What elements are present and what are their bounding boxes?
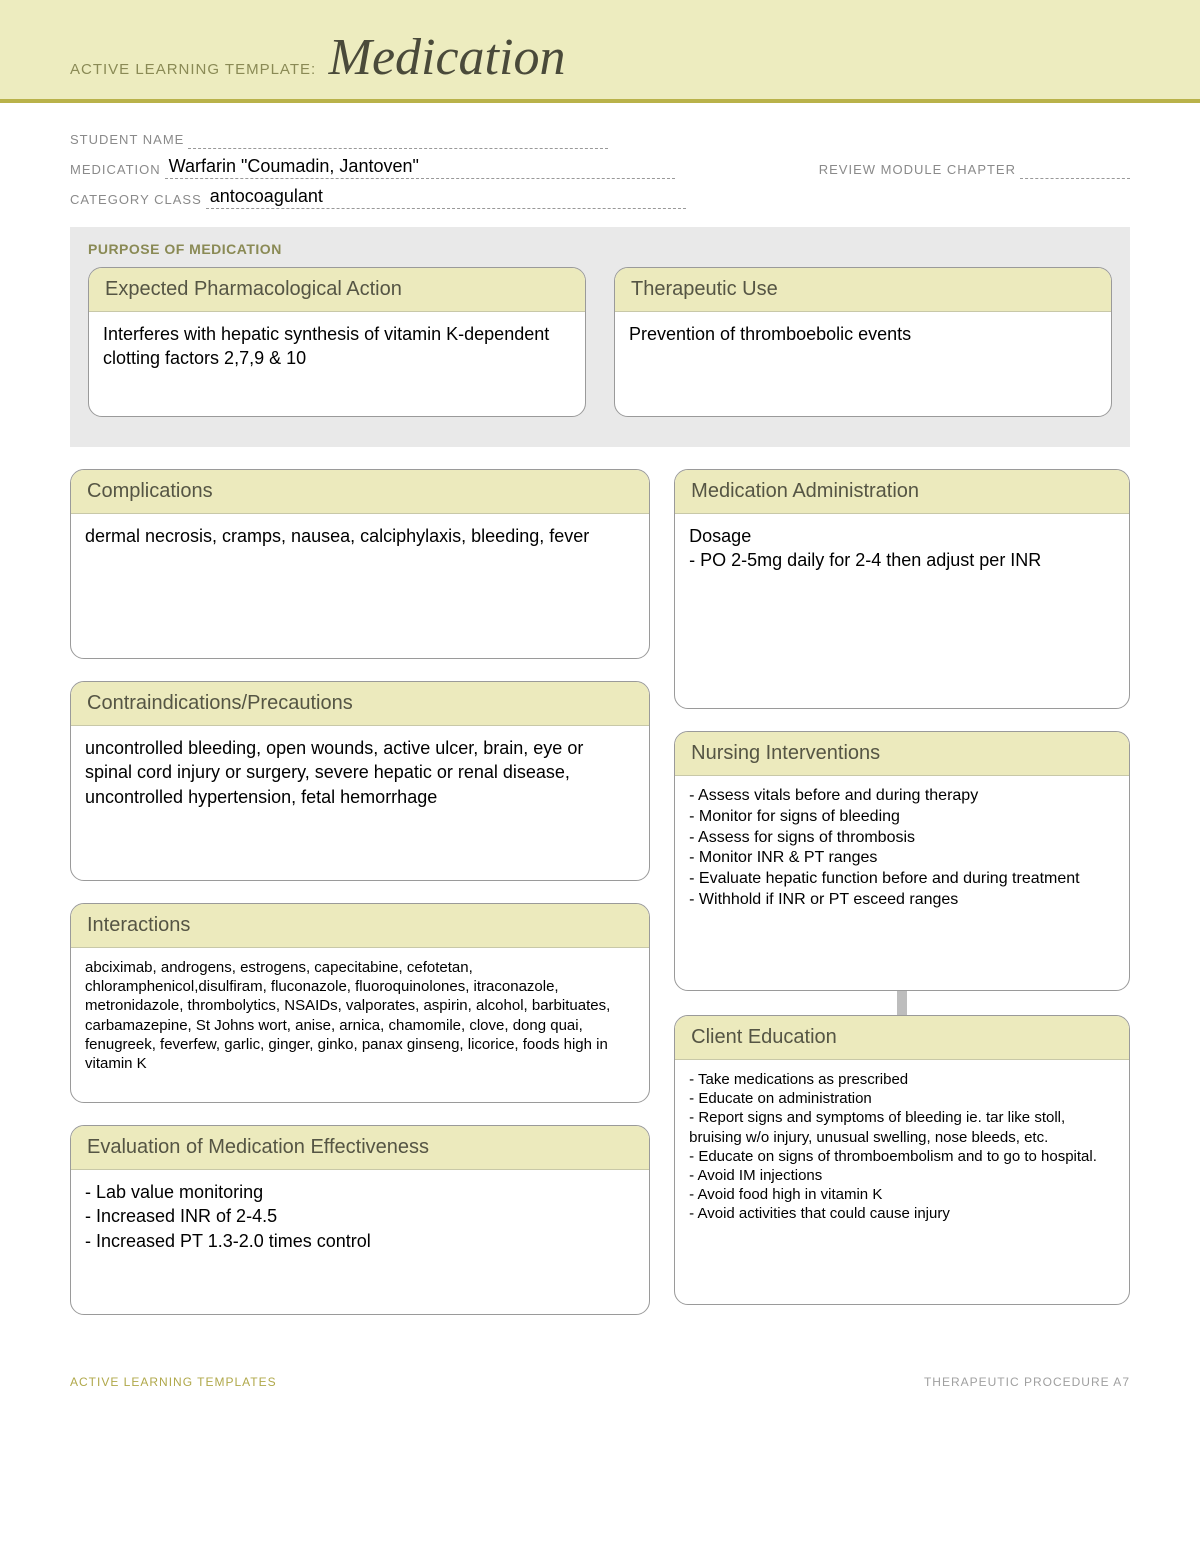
review-label: REVIEW MODULE CHAPTER [819,162,1016,179]
card-interactions-title: Interactions [71,904,649,948]
medication-label: MEDICATION [70,162,161,179]
card-contraindications-title: Contraindications/Precautions [71,682,649,726]
purpose-section: PURPOSE OF MEDICATION Expected Pharmacol… [70,227,1130,447]
card-complications-body: dermal necrosis, cramps, nausea, calciph… [71,514,649,658]
card-administration: Medication Administration Dosage - PO 2-… [674,469,1130,709]
card-education-title: Client Education [675,1016,1129,1060]
card-nursing: Nursing Interventions - Assess vitals be… [674,731,1130,991]
card-administration-title: Medication Administration [675,470,1129,514]
footer-left: ACTIVE LEARNING TEMPLATES [70,1375,277,1389]
card-therapeutic-use-title: Therapeutic Use [615,268,1111,312]
card-nursing-title: Nursing Interventions [675,732,1129,776]
card-education-body: - Take medications as prescribed - Educa… [675,1060,1129,1304]
card-interactions-body: abciximab, androgens, estrogens, capecit… [71,948,649,1102]
card-interactions: Interactions abciximab, androgens, estro… [70,903,650,1103]
footer-right: THERAPEUTIC PROCEDURE A7 [924,1375,1130,1389]
card-evaluation-body: - Lab value monitoring - Increased INR o… [71,1170,649,1314]
category-label: CATEGORY CLASS [70,192,202,209]
content-area: Complications dermal necrosis, cramps, n… [70,469,1130,1315]
card-complications: Complications dermal necrosis, cramps, n… [70,469,650,659]
review-input[interactable] [1020,157,1130,179]
card-therapeutic-use-body: Prevention of thromboebolic events [615,312,1111,416]
page: ACTIVE LEARNING TEMPLATE: Medication STU… [0,0,1200,1429]
card-therapeutic-use: Therapeutic Use Prevention of thromboebo… [614,267,1112,417]
left-column: Complications dermal necrosis, cramps, n… [70,469,650,1315]
purpose-title: PURPOSE OF MEDICATION [88,241,1112,257]
card-education: Client Education - Take medications as p… [674,1015,1130,1305]
header-band: ACTIVE LEARNING TEMPLATE: Medication [0,0,1200,103]
card-contraindications-body: uncontrolled bleeding, open wounds, acti… [71,726,649,880]
card-nursing-body: - Assess vitals before and during therap… [675,776,1129,990]
medication-input[interactable]: Warfarin "Coumadin, Jantoven" [165,157,675,179]
header-title: Medication [329,29,566,86]
student-name-label: STUDENT NAME [70,132,184,149]
card-evaluation-title: Evaluation of Medication Effectiveness [71,1126,649,1170]
right-column: Medication Administration Dosage - PO 2-… [674,469,1130,1315]
card-pharm-action: Expected Pharmacological Action Interfer… [88,267,586,417]
student-name-input[interactable] [188,127,608,149]
card-complications-title: Complications [71,470,649,514]
category-input[interactable]: antocoagulant [206,187,686,209]
footer: ACTIVE LEARNING TEMPLATES THERAPEUTIC PR… [0,1345,1200,1429]
card-pharm-action-title: Expected Pharmacological Action [89,268,585,312]
card-pharm-action-body: Interferes with hepatic synthesis of vit… [89,312,585,416]
card-evaluation: Evaluation of Medication Effectiveness -… [70,1125,650,1315]
meta-section: STUDENT NAME MEDICATION Warfarin "Coumad… [0,103,1200,227]
card-administration-body: Dosage - PO 2-5mg daily for 2-4 then adj… [675,514,1129,708]
connector-line [897,991,907,1015]
header-label: ACTIVE LEARNING TEMPLATE: [70,61,316,78]
card-contraindications: Contraindications/Precautions uncontroll… [70,681,650,881]
